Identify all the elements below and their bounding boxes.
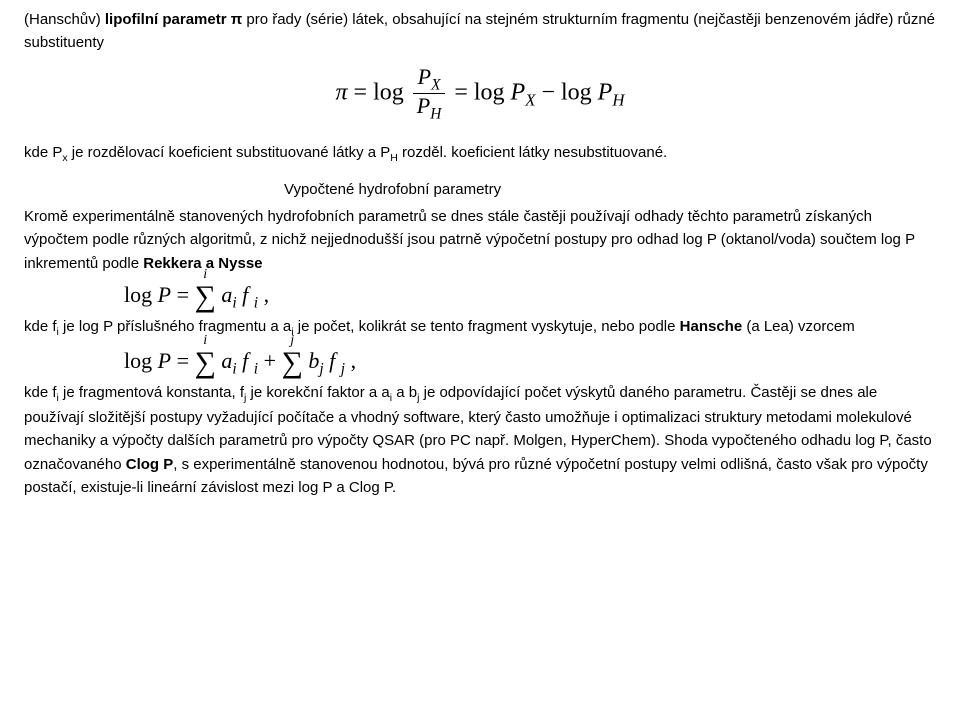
sum: ∑ — [195, 346, 216, 379]
log: log — [124, 348, 158, 373]
P: P — [598, 79, 613, 105]
num: P — [418, 64, 431, 89]
eq: = log — [448, 79, 510, 105]
text: a b — [392, 384, 417, 401]
eq: = — [171, 348, 194, 373]
bold-clogp: Clog P — [126, 456, 174, 473]
text: je korekční faktor a a — [246, 384, 389, 401]
bold-term: lipofilní parametr π — [105, 11, 242, 28]
sum: ∑ — [282, 346, 303, 379]
plus: + — [258, 348, 281, 373]
text: kde P — [24, 144, 62, 161]
a: a — [216, 282, 233, 307]
bold-hansche: Hansche — [680, 318, 743, 335]
log: log — [124, 282, 158, 307]
paragraph-kde2: kde fi je log P příslušného fragmentu a … — [24, 315, 936, 340]
paragraph-final: kde fi je fragmentová konstanta, fj je k… — [24, 381, 936, 499]
den-sub: H — [430, 105, 441, 122]
upper: i — [203, 334, 207, 348]
b: b — [303, 348, 320, 373]
paragraph-kde: kde Px je rozdělovací koeficient substit… — [24, 141, 936, 166]
text: je log P příslušného fragmentu a a — [59, 318, 291, 335]
formula-hansche: log P = i∑ ai f i + j∑ bj f j , — [124, 347, 936, 379]
text: je počet, kolikrát se tento fragment vys… — [294, 318, 680, 335]
num-sub: X — [431, 76, 440, 93]
f: f — [237, 348, 254, 373]
P: P — [158, 348, 171, 373]
sigma-icon: i∑ — [195, 282, 216, 312]
upper: j — [290, 334, 294, 348]
sub: X — [525, 90, 535, 109]
P: P — [511, 79, 526, 105]
sub: H — [612, 90, 624, 109]
a: a — [216, 348, 233, 373]
fraction: PXPH — [413, 65, 446, 123]
sub: H — [390, 152, 398, 164]
eq: = log — [348, 79, 410, 105]
f: f — [237, 282, 254, 307]
text: kde f — [24, 384, 57, 401]
formula-rekker: log P = i∑ ai f i , — [124, 281, 936, 313]
eq: = — [171, 282, 194, 307]
sigma-icon: j∑ — [282, 348, 303, 378]
sum: ∑ — [195, 280, 216, 313]
paragraph-methods: Kromě experimentálně stanovených hydrofo… — [24, 205, 936, 275]
pi: π — [336, 79, 348, 105]
subheading: Vypočtené hydrofobní parametry — [24, 178, 936, 201]
text: kde f — [24, 318, 57, 335]
text: (Hanschův) — [24, 11, 105, 28]
text: rozděl. koeficient látky nesubstituované… — [398, 144, 667, 161]
formula-pi: π = log PXPH = log PX − log PH — [24, 65, 936, 123]
comma: , — [345, 348, 356, 373]
heading-text: Vypočtené hydrofobní parametry — [284, 181, 501, 198]
text: (a Lea) vzorcem — [742, 318, 855, 335]
text: je rozdělovací koeficient substituované … — [68, 144, 391, 161]
f: f — [324, 348, 341, 373]
sigma-icon: i∑ — [195, 348, 216, 378]
upper: i — [203, 268, 207, 282]
den: P — [417, 93, 430, 118]
minus: − log — [535, 79, 597, 105]
text: je fragmentová konstanta, f — [59, 384, 244, 401]
P: P — [158, 282, 171, 307]
comma: , — [258, 282, 269, 307]
paragraph-intro: (Hanschův) lipofilní parametr π pro řady… — [24, 8, 936, 55]
